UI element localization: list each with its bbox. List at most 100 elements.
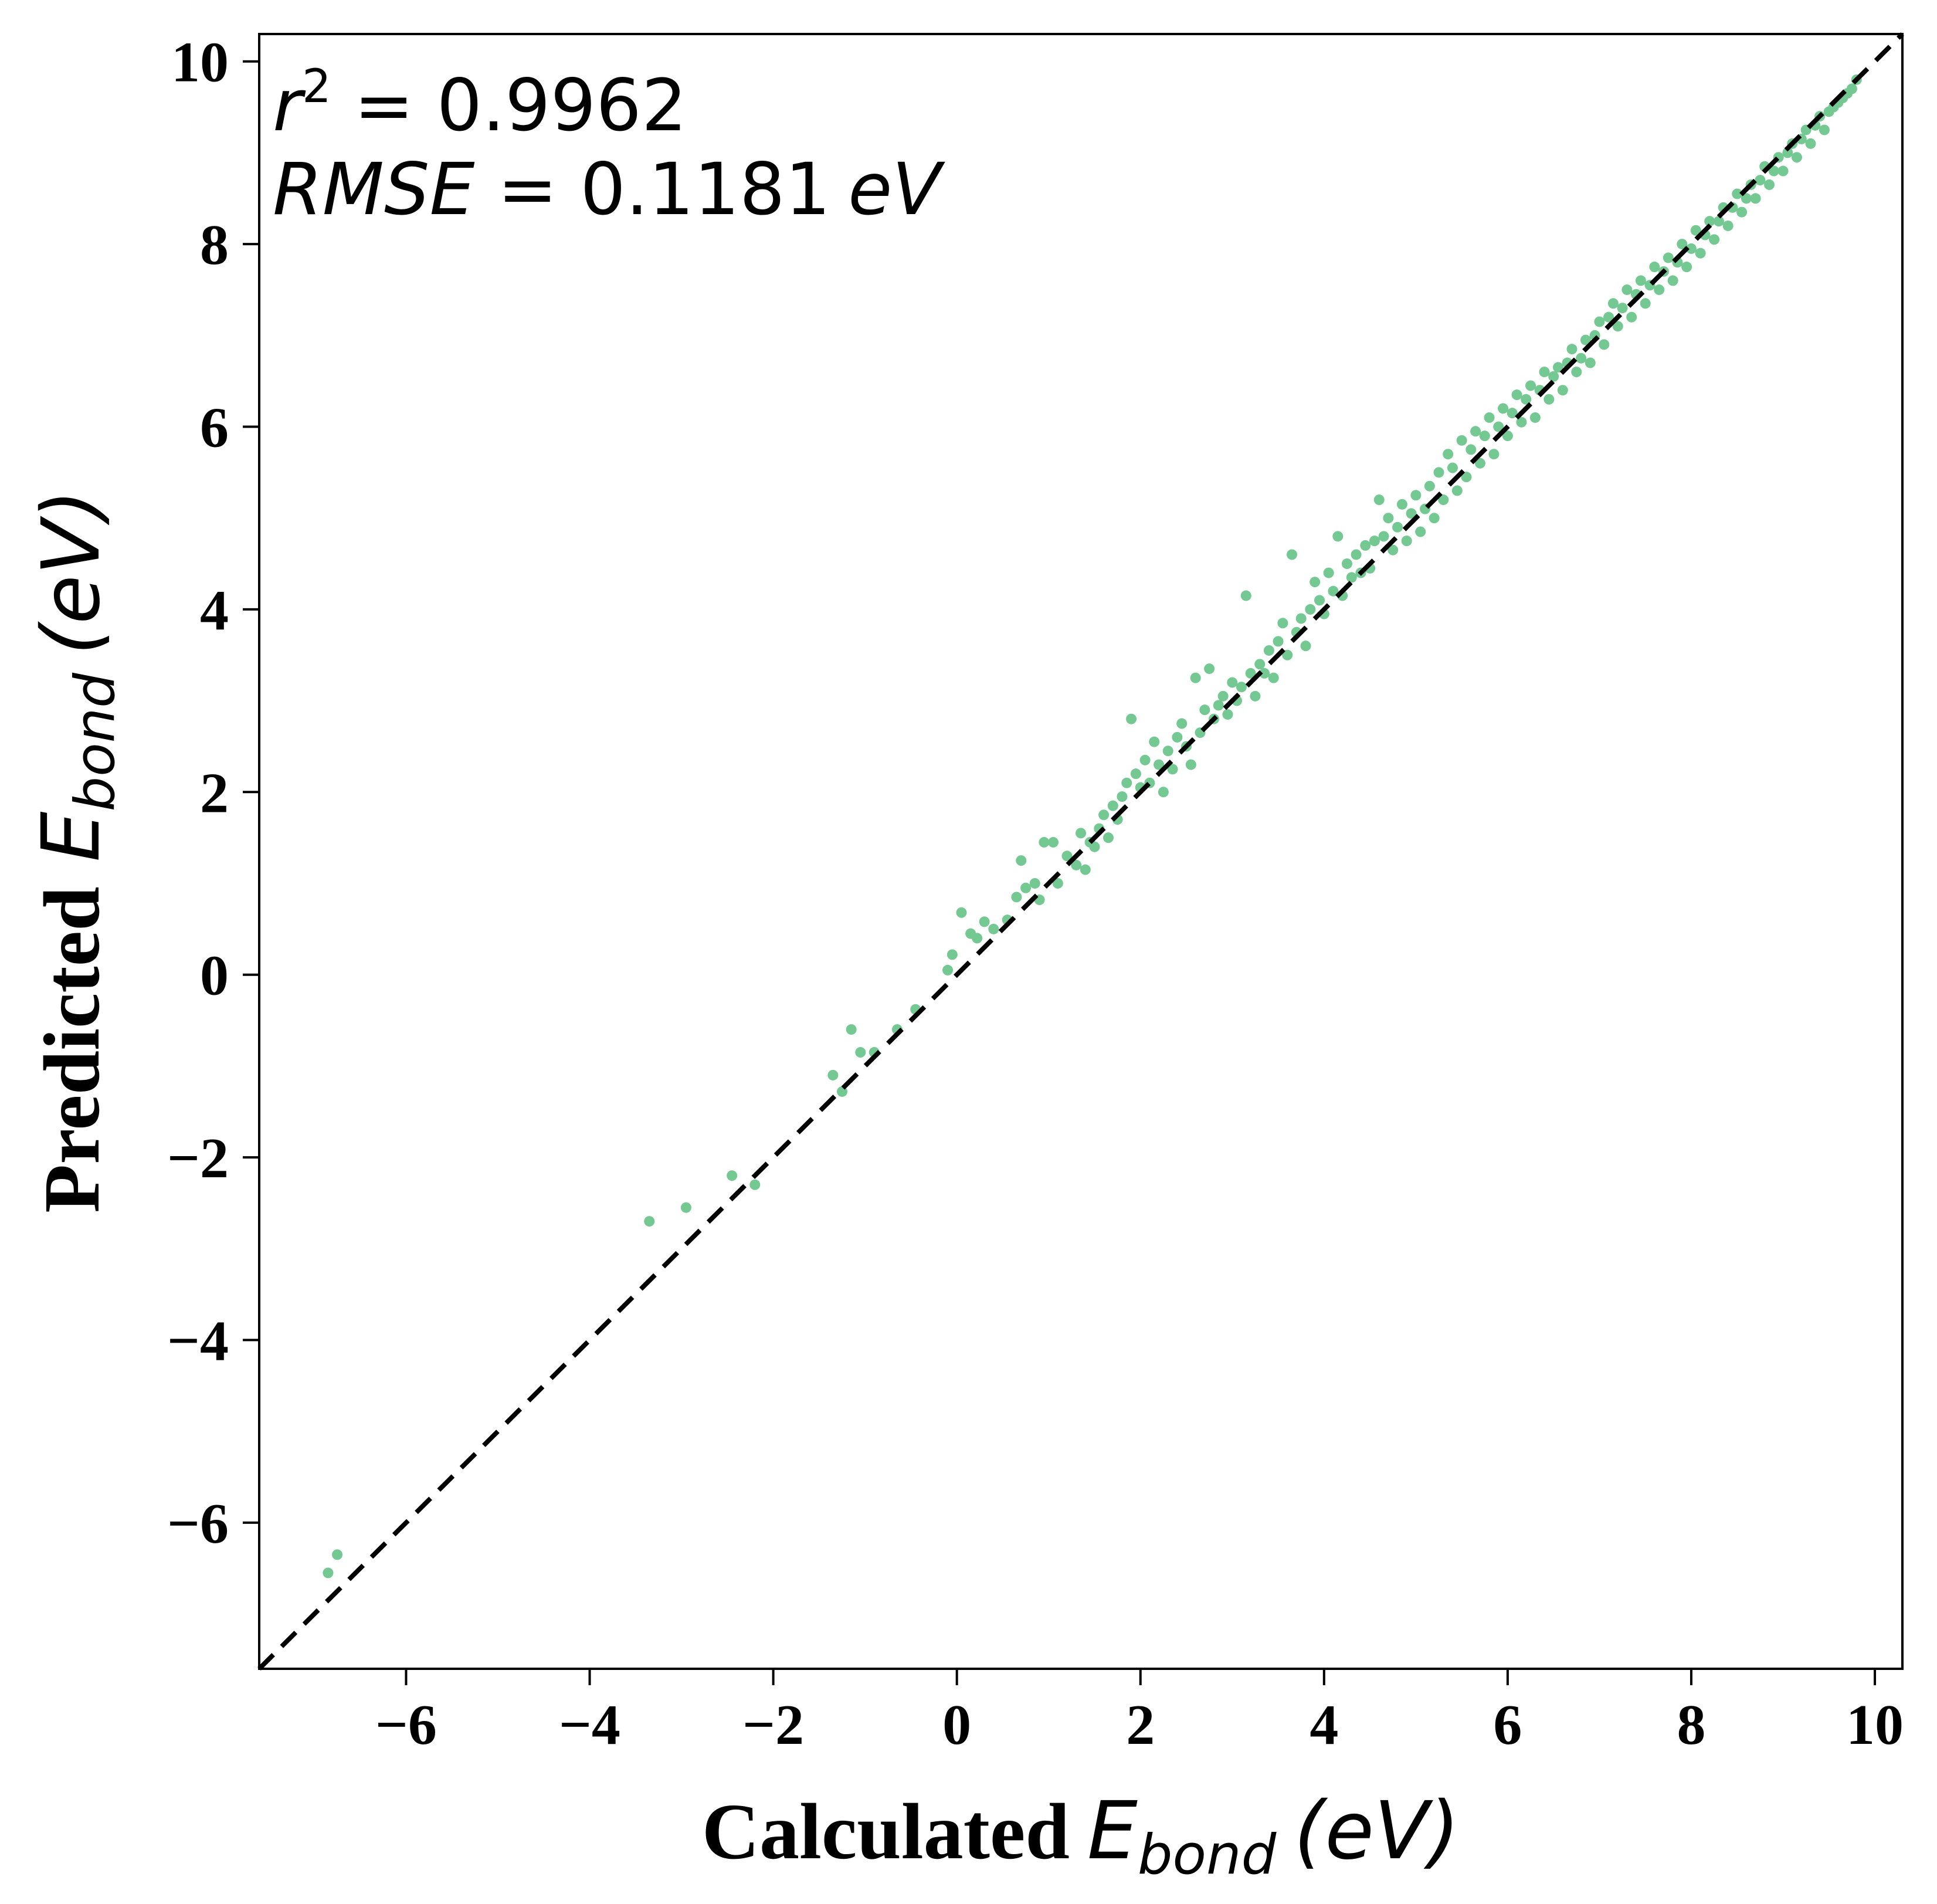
data-point-55 (1185, 759, 1196, 770)
data-point-141 (1580, 334, 1591, 345)
data-point-119 (1479, 431, 1490, 442)
data-point-42 (1126, 713, 1137, 724)
data-point-41 (1121, 777, 1132, 788)
data-point-8 (846, 1024, 857, 1035)
data-point-45 (1139, 754, 1151, 765)
y-tick-label-4: 2 (200, 761, 229, 825)
data-point-122 (1493, 421, 1504, 432)
data-point-134 (1548, 371, 1559, 382)
data-point-47 (1149, 736, 1160, 747)
y-tick-label-0: −6 (167, 1492, 229, 1556)
y-axis-title-unit: (eV) (25, 489, 118, 655)
data-point-190 (1805, 138, 1816, 149)
data-point-61 (1213, 700, 1224, 711)
data-point-85 (1323, 567, 1334, 578)
data-point-163 (1681, 262, 1692, 273)
annotation-r2: r2 = 0.9962 (273, 60, 687, 147)
data-point-66 (1236, 682, 1247, 693)
data-point-17 (972, 933, 983, 944)
y-tick-label-3: 0 (200, 944, 229, 1008)
data-point-166 (1695, 248, 1706, 259)
data-point-140 (1576, 353, 1587, 364)
data-point-77 (1287, 549, 1298, 560)
data-point-21 (1011, 892, 1022, 903)
data-point-23 (1020, 882, 1032, 893)
data-point-28 (1052, 878, 1063, 889)
data-point-126 (1511, 389, 1522, 401)
data-point-104 (1410, 490, 1422, 501)
data-point-107 (1424, 480, 1435, 492)
data-point-19 (988, 923, 999, 934)
data-point-63 (1222, 709, 1233, 720)
x-tick-label-7: 8 (1677, 1693, 1705, 1757)
data-point-116 (1466, 444, 1477, 455)
data-point-49 (1158, 787, 1169, 798)
data-point-125 (1507, 408, 1518, 419)
data-point-72 (1263, 645, 1274, 656)
data-point-169 (1709, 234, 1720, 245)
data-point-142 (1585, 357, 1596, 368)
data-point-114 (1456, 435, 1467, 446)
data-point-93 (1360, 540, 1371, 551)
data-point-6 (827, 1069, 839, 1080)
data-point-108 (1429, 513, 1440, 524)
data-point-153 (1635, 275, 1646, 286)
data-point-29 (1061, 851, 1073, 862)
data-point-52 (1172, 731, 1183, 743)
data-point-90 (1346, 572, 1357, 583)
rmse-symbol: RMSE (273, 148, 475, 231)
data-point-31 (1076, 828, 1086, 839)
data-point-165 (1690, 225, 1701, 236)
data-point-176 (1741, 193, 1752, 204)
data-point-130 (1529, 412, 1541, 423)
x-axis-title-symbol: E (1087, 1785, 1138, 1878)
r2-exponent: 2 (302, 60, 331, 113)
data-point-115 (1461, 472, 1472, 483)
x-axis-title-subscript: bond (1138, 1823, 1277, 1887)
data-point-103 (1406, 508, 1417, 519)
data-point-0 (323, 1567, 334, 1578)
rmse-unit: eV (848, 148, 945, 231)
data-point-26 (1039, 836, 1050, 848)
annotation-rmse: RMSE = 0.1181 eV (273, 148, 945, 231)
data-point-75 (1277, 618, 1288, 629)
data-point-118 (1474, 458, 1485, 469)
data-point-96 (1373, 494, 1385, 506)
data-point-24 (1029, 878, 1040, 889)
y-tick-label-5: 4 (200, 579, 229, 642)
data-point-144 (1594, 316, 1605, 327)
data-point-121 (1488, 449, 1500, 460)
data-point-129 (1525, 380, 1536, 391)
data-point-112 (1447, 462, 1458, 473)
data-point-59 (1204, 663, 1215, 675)
data-point-9 (855, 1047, 866, 1058)
x-tick-label-2: −2 (742, 1693, 804, 1757)
y-tick-label-2: −2 (167, 1127, 229, 1190)
data-point-4 (727, 1170, 738, 1181)
data-point-102 (1401, 536, 1412, 547)
data-point-193 (1819, 124, 1830, 135)
x-tick-label-5: 4 (1310, 1693, 1338, 1757)
data-point-145 (1599, 339, 1610, 350)
data-point-120 (1484, 412, 1495, 423)
data-point-97 (1378, 531, 1389, 542)
data-point-71 (1259, 668, 1270, 679)
data-point-117 (1470, 426, 1481, 437)
data-point-105 (1415, 526, 1426, 537)
data-point-150 (1621, 284, 1633, 295)
data-point-32 (1080, 864, 1091, 875)
data-point-139 (1571, 367, 1582, 378)
data-point-138 (1566, 344, 1578, 355)
y-tick-label-8: 10 (171, 31, 229, 94)
plot-frame (258, 33, 1904, 1670)
data-point-113 (1451, 485, 1463, 496)
data-point-14 (947, 949, 958, 960)
y-tick-label-1: −4 (167, 1309, 229, 1373)
y-axis-title: Predicted Ebond (eV) (25, 489, 127, 1213)
data-point-81 (1305, 604, 1316, 615)
data-point-13 (942, 964, 954, 975)
data-point-162 (1677, 239, 1688, 250)
data-point-27 (1048, 836, 1059, 848)
x-tick-label-8: 10 (1846, 1693, 1904, 1757)
